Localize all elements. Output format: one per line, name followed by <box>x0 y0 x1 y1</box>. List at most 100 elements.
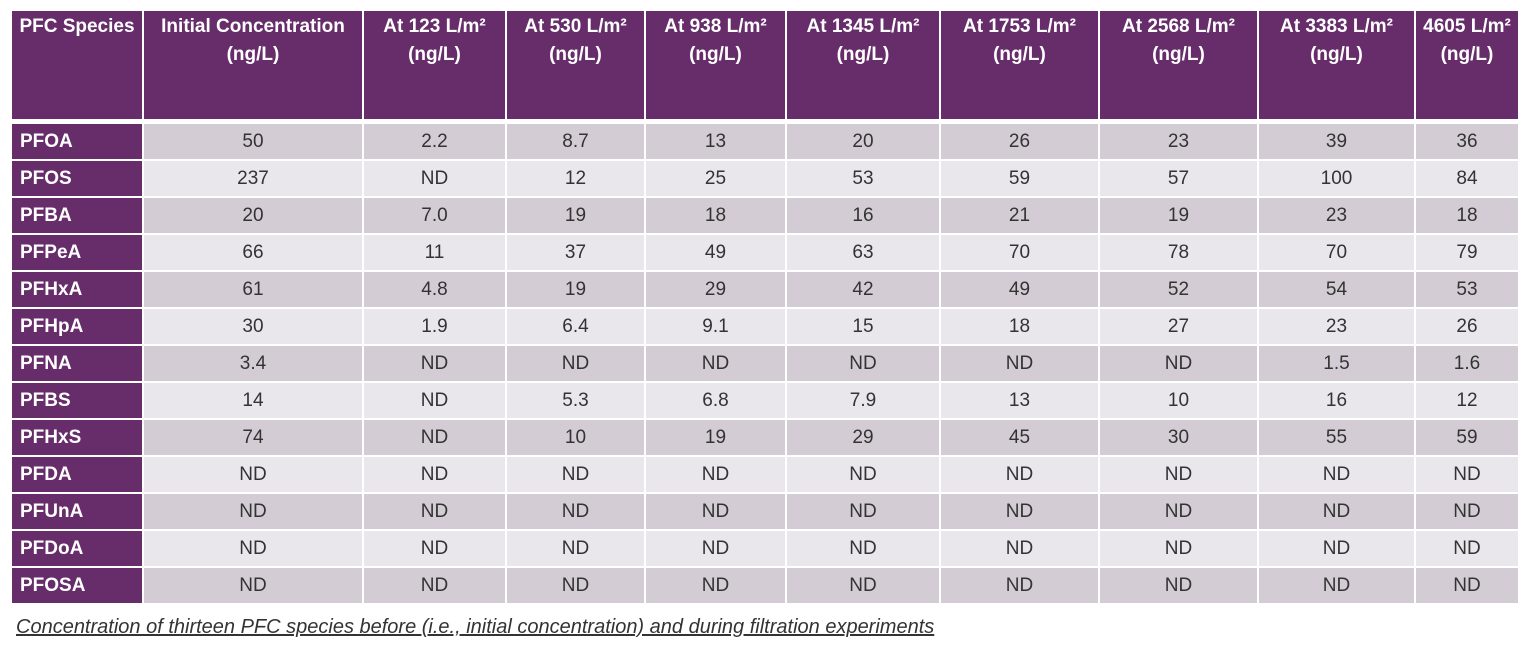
value-cell: 36 <box>1416 124 1518 159</box>
value-cell: ND <box>1259 531 1414 566</box>
value-cell: 13 <box>941 383 1098 418</box>
value-cell: 63 <box>787 235 939 270</box>
value-cell: 7.0 <box>364 198 505 233</box>
value-cell: ND <box>1100 346 1257 381</box>
value-cell: 19 <box>507 272 644 307</box>
value-cell: 19 <box>646 420 785 455</box>
value-cell: ND <box>941 457 1098 492</box>
column-header: At 938 L/m² (ng/L) <box>646 11 785 119</box>
value-cell: ND <box>646 568 785 603</box>
value-cell: ND <box>1416 457 1518 492</box>
value-cell: ND <box>507 531 644 566</box>
value-cell: 26 <box>1416 309 1518 344</box>
value-cell: 10 <box>507 420 644 455</box>
value-cell: 23 <box>1259 198 1414 233</box>
value-cell: ND <box>507 457 644 492</box>
value-cell: 26 <box>941 124 1098 159</box>
table-row: PFDoA ND ND ND ND ND ND ND ND ND <box>12 531 1518 566</box>
value-cell: ND <box>364 420 505 455</box>
value-cell: 4.8 <box>364 272 505 307</box>
value-cell: ND <box>787 568 939 603</box>
value-cell: 12 <box>1416 383 1518 418</box>
value-cell: ND <box>1259 457 1414 492</box>
value-cell: ND <box>507 494 644 529</box>
value-cell: 29 <box>646 272 785 307</box>
value-cell: 18 <box>1416 198 1518 233</box>
header-row: PFC Species Initial Concentration (ng/L) A… <box>12 11 1518 119</box>
table-row: PFBA 20 7.0 19 18 16 21 19 23 18 <box>12 198 1518 233</box>
table-row: PFBS 14 ND 5.3 6.8 7.9 13 10 16 12 <box>12 383 1518 418</box>
value-cell: 100 <box>1259 161 1414 196</box>
value-cell: 1.6 <box>1416 346 1518 381</box>
species-cell: PFOSA <box>12 568 142 603</box>
value-cell: 21 <box>941 198 1098 233</box>
column-header: At 123 L/m² (ng/L) <box>364 11 505 119</box>
value-cell: 61 <box>144 272 362 307</box>
value-cell: 30 <box>144 309 362 344</box>
value-cell: ND <box>144 568 362 603</box>
value-cell: ND <box>364 531 505 566</box>
species-cell: PFDA <box>12 457 142 492</box>
value-cell: ND <box>1100 494 1257 529</box>
value-cell: 237 <box>144 161 362 196</box>
value-cell: 59 <box>1416 420 1518 455</box>
species-cell: PFUnA <box>12 494 142 529</box>
value-cell: 49 <box>941 272 1098 307</box>
value-cell: 20 <box>144 198 362 233</box>
value-cell: 25 <box>646 161 785 196</box>
value-cell: 70 <box>1259 235 1414 270</box>
value-cell: 2.2 <box>364 124 505 159</box>
species-cell: PFHpA <box>12 309 142 344</box>
value-cell: 20 <box>787 124 939 159</box>
table-caption: Concentration of thirteen PFC species be… <box>16 616 935 638</box>
pfc-table-container: PFC Species Initial Concentration (ng/L) A… <box>10 9 1520 605</box>
value-cell: 57 <box>1100 161 1257 196</box>
value-cell: ND <box>144 457 362 492</box>
pfc-concentration-table: PFC Species Initial Concentration (ng/L) A… <box>10 9 1520 605</box>
value-cell: ND <box>941 494 1098 529</box>
value-cell: 49 <box>646 235 785 270</box>
species-cell: PFBS <box>12 383 142 418</box>
value-cell: 53 <box>787 161 939 196</box>
value-cell: 6.4 <box>507 309 644 344</box>
value-cell: 27 <box>1100 309 1257 344</box>
value-cell: 18 <box>646 198 785 233</box>
value-cell: 19 <box>507 198 644 233</box>
table-row: PFHxA 61 4.8 19 29 42 49 52 54 53 <box>12 272 1518 307</box>
column-header: At 530 L/m² (ng/L) <box>507 11 644 119</box>
table-row: PFOS 237 ND 12 25 53 59 57 100 84 <box>12 161 1518 196</box>
value-cell: 13 <box>646 124 785 159</box>
value-cell: 39 <box>1259 124 1414 159</box>
species-cell: PFPeA <box>12 235 142 270</box>
species-cell: PFHxA <box>12 272 142 307</box>
value-cell: 10 <box>1100 383 1257 418</box>
value-cell: ND <box>1259 494 1414 529</box>
value-cell: ND <box>646 346 785 381</box>
value-cell: 55 <box>1259 420 1414 455</box>
value-cell: 1.5 <box>1259 346 1414 381</box>
column-header: At 1345 L/m² (ng/L) <box>787 11 939 119</box>
value-cell: 23 <box>1259 309 1414 344</box>
value-cell: ND <box>646 531 785 566</box>
value-cell: 6.8 <box>646 383 785 418</box>
value-cell: ND <box>941 346 1098 381</box>
value-cell: 12 <box>507 161 644 196</box>
value-cell: 5.3 <box>507 383 644 418</box>
species-cell: PFBA <box>12 198 142 233</box>
table-row: PFDA ND ND ND ND ND ND ND ND ND <box>12 457 1518 492</box>
header-gap <box>12 121 1518 122</box>
value-cell: 70 <box>941 235 1098 270</box>
value-cell: ND <box>941 531 1098 566</box>
value-cell: ND <box>787 531 939 566</box>
table-row: PFHpA 30 1.9 6.4 9.1 15 18 27 23 26 <box>12 309 1518 344</box>
column-header: Initial Concentration (ng/L) <box>144 11 362 119</box>
value-cell: 74 <box>144 420 362 455</box>
value-cell: 53 <box>1416 272 1518 307</box>
value-cell: ND <box>507 568 644 603</box>
species-cell: PFOS <box>12 161 142 196</box>
value-cell: 79 <box>1416 235 1518 270</box>
column-header: 4605 L/m² (ng/L) <box>1416 11 1518 119</box>
value-cell: ND <box>1416 568 1518 603</box>
table-row: PFNA 3.4 ND ND ND ND ND ND 1.5 1.6 <box>12 346 1518 381</box>
value-cell: 3.4 <box>144 346 362 381</box>
